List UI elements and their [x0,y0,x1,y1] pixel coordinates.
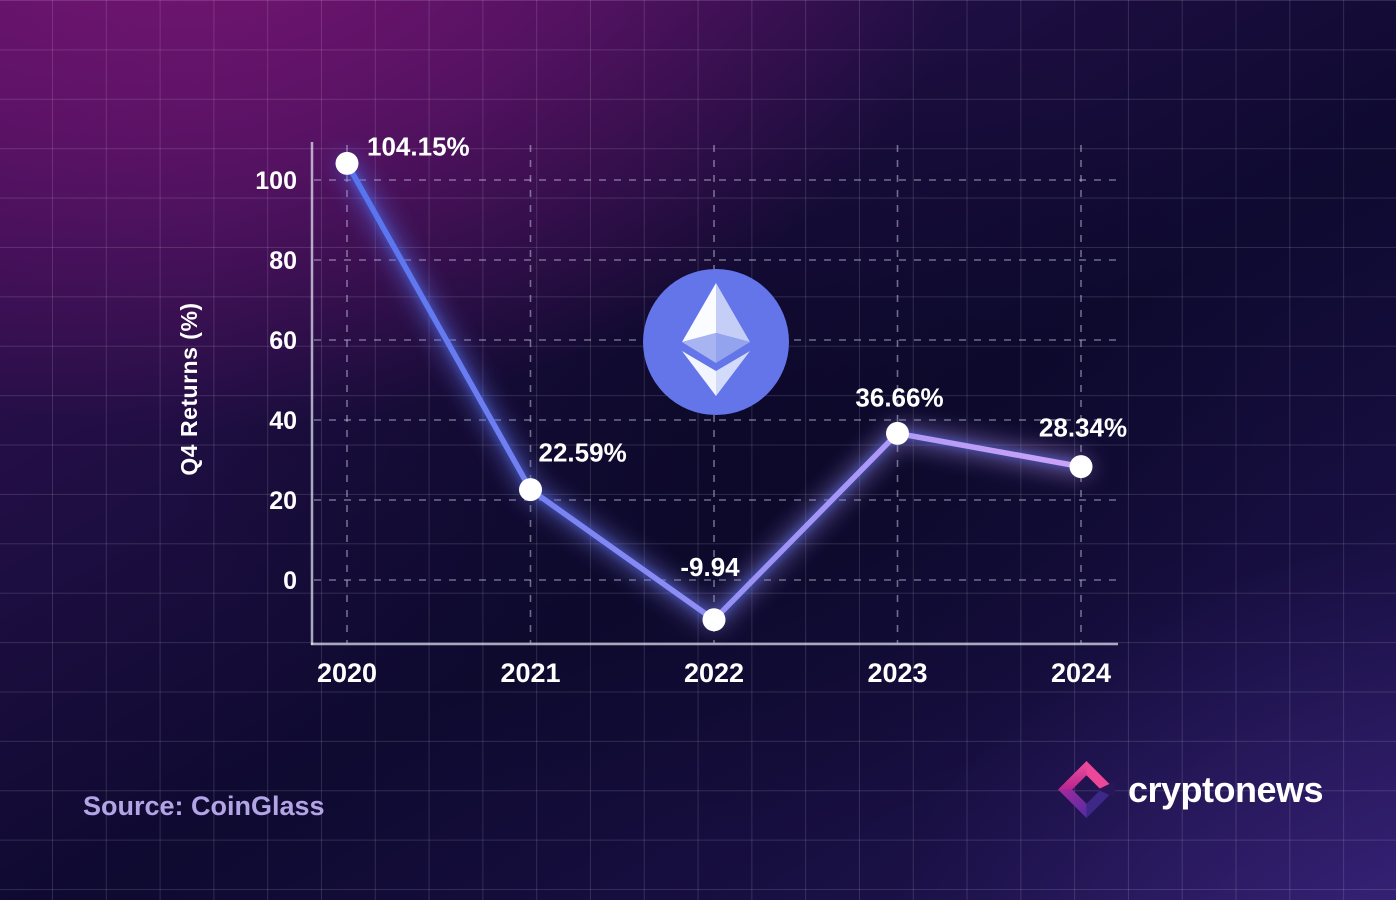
x-tick-label: 2023 [867,658,927,688]
x-tick-label: 2024 [1051,658,1111,688]
data-point [335,151,359,175]
x-tick-label: 2022 [684,658,744,688]
y-tick-labels: 100 80 60 40 20 0 [255,167,297,595]
data-label: -9.94 [680,552,740,582]
x-tick-label: 2020 [317,658,377,688]
y-tick-label: 100 [255,167,297,195]
data-points [335,151,1093,632]
data-point [886,421,909,445]
brand-lockup: cryptonews [1056,759,1324,820]
y-tick-label: 40 [269,407,297,435]
data-label: 22.59% [539,438,627,468]
x-tick-labels: 2020 2021 2022 2023 2024 [317,658,1111,688]
data-label: 28.34% [1039,413,1127,443]
ethereum-icon [643,269,789,415]
brand-name: cryptonews [1128,768,1324,810]
data-point [519,478,542,502]
data-point [702,608,726,632]
y-axis-title: Q4 Returns (%) [176,302,202,475]
y-tick-label: 60 [269,327,297,355]
x-tick-label: 2021 [500,658,560,688]
source-label: Source: CoinGlass [83,791,325,821]
data-labels: 104.15% 22.59% -9.94 36.66% 28.34% [367,131,1127,581]
data-point [1069,455,1093,479]
y-tick-label: 20 [269,487,297,515]
axes [310,142,1118,646]
y-tick-label: 0 [283,567,297,595]
y-tick-label: 80 [269,247,297,275]
data-label: 36.66% [855,382,943,412]
data-label: 104.15% [367,131,470,161]
cryptonews-icon [1058,761,1115,818]
